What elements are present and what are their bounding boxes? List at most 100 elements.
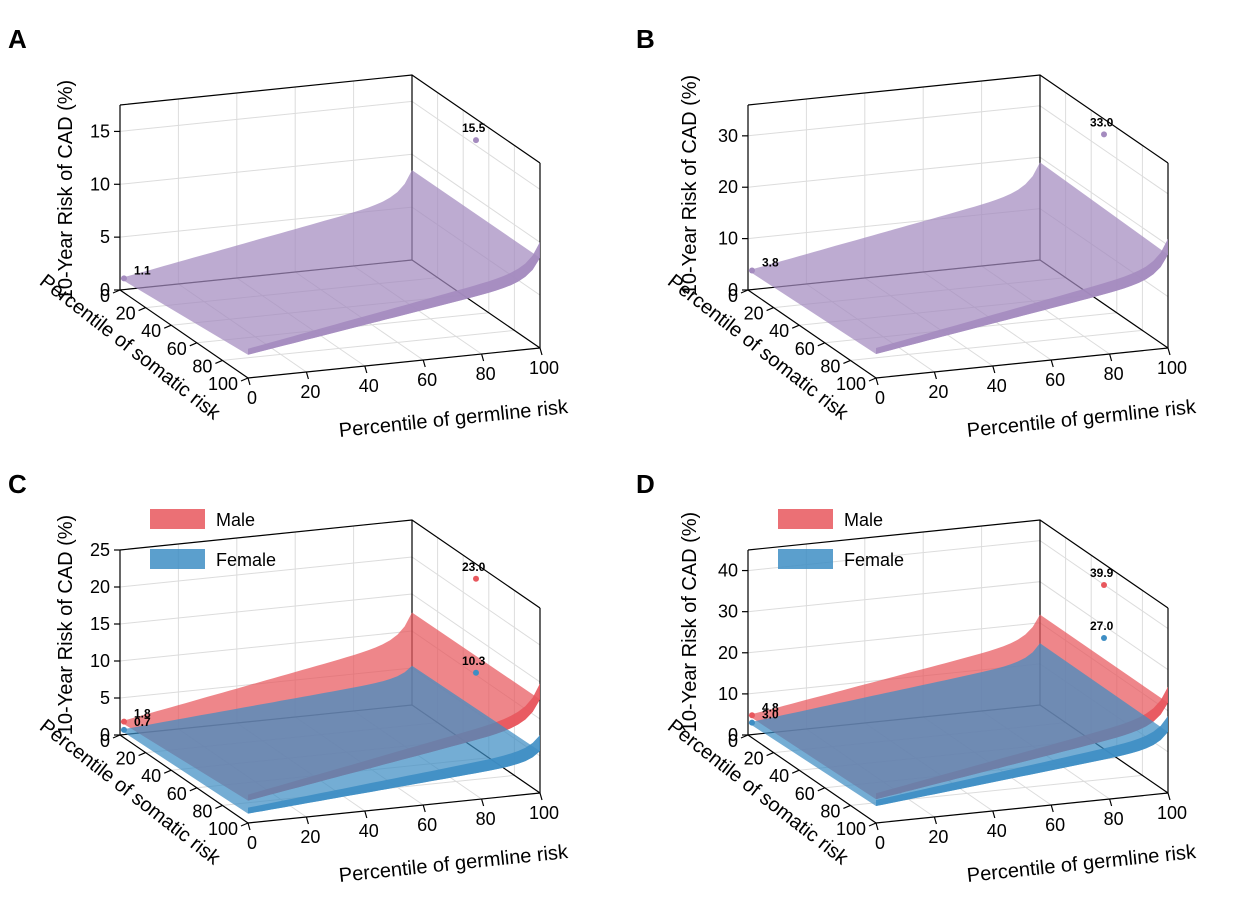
x-tick-label: 20 <box>928 827 948 847</box>
x-tick-mark <box>875 822 879 831</box>
x-tick-label: 100 <box>1157 358 1187 378</box>
max-label: 23.0 <box>462 560 486 574</box>
x-tick-label: 0 <box>875 833 885 853</box>
min-label: 1.8 <box>134 707 151 721</box>
z-tick-label: 5 <box>100 688 110 708</box>
y-tick-label: 100 <box>208 819 238 839</box>
y-tick-label: 60 <box>795 339 815 359</box>
y-tick-label: 20 <box>116 749 136 769</box>
x-tick-label: 80 <box>476 809 496 829</box>
y-tick-label: 20 <box>744 749 764 769</box>
min-marker <box>749 719 755 726</box>
y-axis-line <box>747 289 877 379</box>
panel-letter: D <box>636 469 655 499</box>
z-tick-label: 0 <box>728 280 738 300</box>
max-label: 33.0 <box>1090 115 1114 129</box>
x-tick-mark <box>1050 359 1054 368</box>
y-tick-mark <box>843 804 851 809</box>
y-tick-mark <box>138 307 146 312</box>
x-axis-title: Percentile of germline risk <box>338 396 570 442</box>
surface-ribbon <box>876 716 1168 806</box>
surface-sheet <box>748 162 1168 354</box>
y-tick-label: 80 <box>820 356 840 376</box>
max-marker <box>1101 131 1107 138</box>
max-label: 27.0 <box>1090 619 1114 633</box>
x-tick-mark <box>992 810 996 819</box>
y-tick-label: 40 <box>769 766 789 786</box>
surface-ribbon <box>876 238 1168 354</box>
max-marker <box>473 575 479 582</box>
z-axis-title: 10-Year Risk of CAD (%) <box>679 512 701 732</box>
surface-female: 0.7 10.3 <box>120 654 540 814</box>
y-tick-label: 40 <box>769 321 789 341</box>
y-tick-label: 80 <box>192 801 212 821</box>
x-tick-label: 60 <box>1045 370 1065 390</box>
panel-letter: A <box>8 24 27 54</box>
y-tick-mark <box>215 359 223 364</box>
x-tick-mark <box>1050 804 1054 813</box>
z-tick-label: 0 <box>100 725 110 745</box>
z-tick-label: 5 <box>100 227 110 247</box>
y-tick-mark <box>868 377 877 382</box>
legend: Male Female <box>778 509 904 570</box>
max-marker <box>1101 635 1107 641</box>
y-tick-label: 20 <box>116 304 136 324</box>
y-tick-mark <box>817 787 826 792</box>
x-tick-mark <box>539 792 543 801</box>
y-tick-label: 60 <box>167 784 187 804</box>
x-tick-label: 80 <box>476 364 496 384</box>
z-tick-label: 30 <box>718 126 738 146</box>
gridline <box>222 329 515 361</box>
panel-letter: C <box>8 469 27 499</box>
max-label: 39.9 <box>1090 566 1114 580</box>
min-label: 1.1 <box>134 263 151 277</box>
x-tick-mark <box>1167 792 1171 801</box>
y-tick-mark <box>138 752 146 757</box>
surface-risk: 1.1 15.5 <box>120 121 540 355</box>
min-label: 0.7 <box>134 715 151 729</box>
y-tick-mark <box>791 324 800 329</box>
x-axis-title: Percentile of germline risk <box>966 841 1198 887</box>
y-tick-mark <box>163 324 172 329</box>
x-tick-label: 0 <box>875 388 885 408</box>
y-tick-label: 80 <box>192 356 212 376</box>
z-tick-label: 10 <box>718 229 738 249</box>
surface-female: 3.0 27.0 <box>748 619 1168 806</box>
z-tick-label: 0 <box>728 725 738 745</box>
y-tick-label: 0 <box>728 731 738 751</box>
z-axis-title: 10-Year Risk of CAD (%) <box>55 80 77 300</box>
y-tick-label: 40 <box>141 321 161 341</box>
z-tick-label: 20 <box>90 577 110 597</box>
box-top <box>119 74 541 164</box>
y-tick-mark <box>240 377 249 382</box>
y-tick-mark <box>189 342 198 347</box>
y-tick-label: 0 <box>100 731 110 751</box>
x-tick-label: 60 <box>1045 815 1065 835</box>
x-tick-label: 20 <box>300 827 320 847</box>
x-tick-mark <box>933 371 937 380</box>
y-axis-line <box>119 289 249 379</box>
x-axis-line <box>247 347 541 379</box>
x-tick-label: 100 <box>529 358 559 378</box>
x-tick-mark <box>933 816 937 825</box>
z-axis-title: 10-Year Risk of CAD (%) <box>55 515 77 735</box>
y-tick-mark <box>843 359 851 364</box>
x-tick-mark <box>305 371 309 380</box>
x-tick-mark <box>481 798 485 807</box>
x-tick-mark <box>364 365 368 374</box>
y-tick-label: 0 <box>728 286 738 306</box>
y-tick-label: 0 <box>100 286 110 306</box>
x-tick-mark <box>422 804 426 813</box>
legend-swatch <box>150 509 205 529</box>
x-tick-mark <box>1167 347 1171 356</box>
z-tick-label: 15 <box>90 614 110 634</box>
surface-ribbon <box>248 241 540 355</box>
x-tick-label: 100 <box>529 803 559 823</box>
y-tick-mark <box>740 289 749 294</box>
x-axis-title: Percentile of germline risk <box>338 841 570 887</box>
x-tick-mark <box>992 365 996 374</box>
x-axis-line <box>247 792 541 824</box>
